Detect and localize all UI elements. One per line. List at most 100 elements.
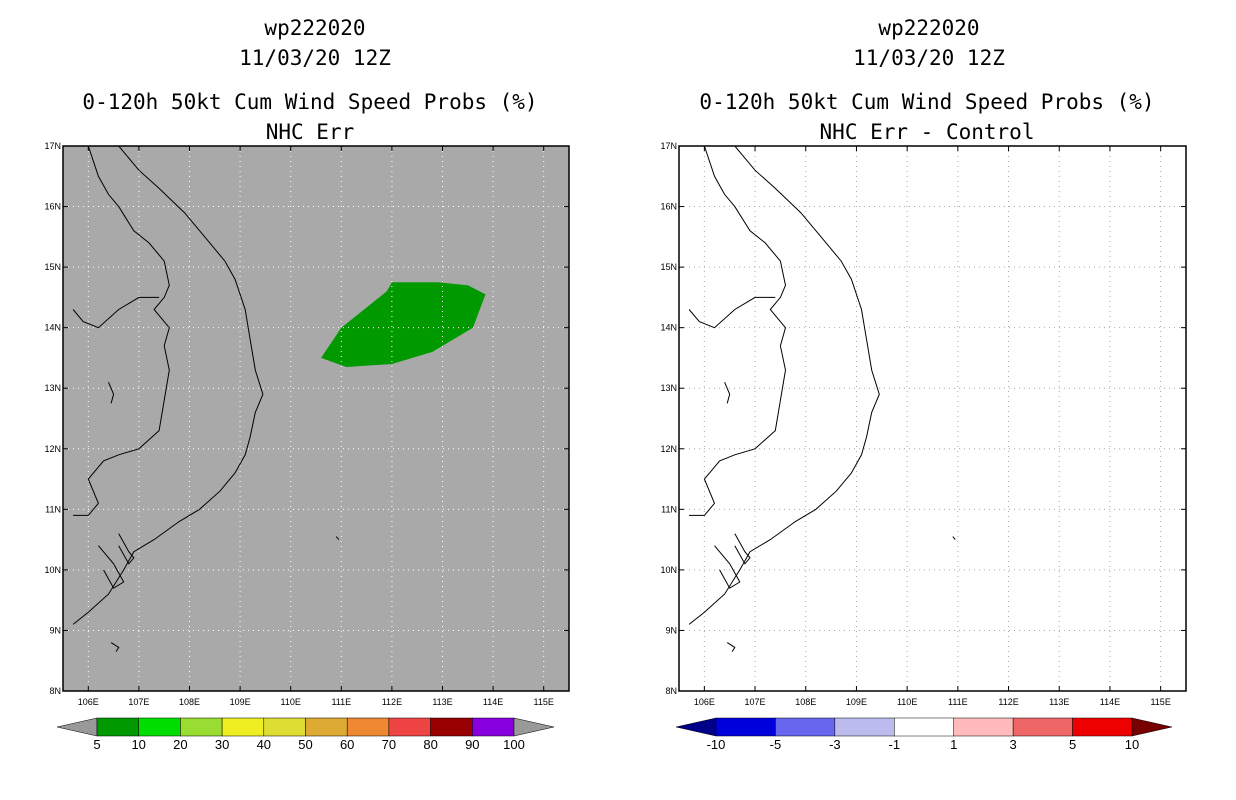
lon-tick-label: 110E — [897, 697, 917, 707]
lat-tick-label: 12N — [44, 444, 61, 454]
island — [108, 382, 115, 404]
lat-tick-label: 11N — [45, 504, 61, 514]
colorbar-label: -10 — [707, 737, 726, 752]
colorbar-segment — [775, 717, 836, 737]
lon-tick-label: 107E — [128, 697, 149, 707]
lon-tick-label: 108E — [795, 697, 816, 707]
island — [98, 545, 125, 589]
colorbar-label: 5 — [1069, 737, 1076, 752]
right-title-time: 11/03/20 12Z — [853, 46, 1005, 70]
right-colorbar: -10 -5 -3 -1 1 3 5 10 — [675, 717, 1173, 752]
lat-tick-label: 15N — [660, 262, 677, 272]
left-panel: wp222020 11/03/20 12Z 0-120h 50kt Cum Wi… — [44, 16, 570, 752]
colorbar-label: -3 — [829, 737, 841, 752]
colorbar-segment — [472, 717, 515, 737]
lat-tick-label: 12N — [660, 444, 677, 454]
map-background — [63, 146, 569, 691]
lon-tick-label: 106E — [78, 697, 99, 707]
lat-tick-label: 17N — [44, 141, 61, 151]
lat-tick-label: 9N — [49, 625, 61, 635]
island — [734, 533, 751, 565]
island — [110, 642, 120, 652]
colorbar-segment — [834, 717, 895, 737]
island — [952, 536, 956, 540]
colorbar-label: 60 — [340, 737, 354, 752]
colorbar-segment — [1012, 717, 1073, 737]
colorbar-segment — [180, 717, 223, 737]
lon-tick-label: 111E — [948, 697, 968, 707]
probability-contour-5-10pct — [321, 282, 486, 367]
map-background — [679, 146, 1186, 691]
lat-tick-label: 14N — [44, 323, 61, 333]
lon-tick-label: 110E — [281, 697, 301, 707]
lon-tick-label: 109E — [846, 697, 867, 707]
colorbar-segment — [138, 717, 181, 737]
lat-tick-label: 14N — [660, 323, 677, 333]
lat-tick-label: 15N — [44, 262, 61, 272]
left-map: 106E 107E 108E 109E 110E 111E 112E 113E 114E 115E… — [44, 141, 570, 707]
right-title-product: 0-120h 50kt Cum Wind Speed Probs (%) — [699, 90, 1154, 114]
lat-tick-label: 16N — [660, 202, 677, 212]
left-title-subtitle: NHC Err — [266, 120, 355, 144]
country-border-west — [688, 296, 776, 329]
map-frame — [678, 145, 1187, 692]
island — [714, 545, 741, 589]
colorbar-segment — [263, 717, 306, 737]
colorbar-label: -5 — [770, 737, 782, 752]
right-panel: wp222020 11/03/20 12Z 0-120h 50kt Cum Wi… — [660, 16, 1187, 752]
lat-tick-label: 13N — [44, 383, 61, 393]
graticule — [63, 146, 569, 691]
colorbar-segment — [894, 717, 954, 737]
colorbar-segment — [953, 717, 1014, 737]
colorbar-low-arrow — [56, 717, 98, 737]
country-border-west — [72, 296, 160, 329]
map-frame — [62, 145, 570, 692]
island — [724, 382, 731, 404]
right-title-storm: wp222020 — [878, 16, 979, 40]
island — [726, 642, 736, 652]
left-title-product: 0-120h 50kt Cum Wind Speed Probs (%) — [82, 90, 537, 114]
lat-tick-label: 8N — [665, 686, 677, 696]
colorbar-label: -1 — [889, 737, 901, 752]
colorbar-segment — [96, 717, 139, 737]
right-title-subtitle: NHC Err - Control — [820, 120, 1035, 144]
colorbar-segment — [305, 717, 348, 737]
colorbar-label: 100 — [503, 737, 525, 752]
lon-tick-label: 115E — [1150, 697, 1170, 707]
colorbar-label: 30 — [215, 737, 229, 752]
lon-tick-label: 114E — [1100, 697, 1120, 707]
colorbar-high-arrow — [1131, 717, 1173, 737]
lat-tick-label: 11N — [661, 504, 677, 514]
colorbar-segment — [221, 717, 265, 737]
lat-tick-label: 10N — [44, 565, 61, 575]
lon-tick-label: 109E — [230, 697, 251, 707]
colorbar-label: 70 — [382, 737, 396, 752]
colorbar-segment — [346, 717, 390, 737]
colorbar-label: 90 — [465, 737, 479, 752]
colorbar-segment — [430, 717, 473, 737]
colorbar-label: 10 — [131, 737, 145, 752]
island — [118, 533, 135, 565]
left-title-time: 11/03/20 12Z — [239, 46, 391, 70]
graticule — [679, 146, 1186, 691]
lon-tick-label: 115E — [534, 697, 554, 707]
colorbar-label: 50 — [298, 737, 312, 752]
colorbar-label: 80 — [423, 737, 437, 752]
lon-tick-label: 113E — [432, 697, 452, 707]
lat-tick-label: 16N — [44, 202, 61, 212]
colorbar-segment — [388, 717, 431, 737]
lat-tick-label: 10N — [660, 565, 677, 575]
colorbar-segment — [715, 717, 776, 737]
colorbar-segment — [1072, 717, 1133, 737]
left-colorbar: 5 10 20 30 40 50 60 70 80 90 100 — [56, 717, 555, 752]
lat-tick-label: 17N — [660, 141, 677, 151]
colorbar-label: 10 — [1125, 737, 1139, 752]
lat-tick-label: 8N — [49, 686, 61, 696]
country-border — [689, 146, 787, 516]
lat-tick-label: 9N — [665, 625, 677, 635]
lon-tick-label: 112E — [382, 697, 402, 707]
colorbar-label: 20 — [173, 737, 187, 752]
lon-tick-label: 111E — [331, 697, 351, 707]
left-title-storm: wp222020 — [264, 16, 365, 40]
